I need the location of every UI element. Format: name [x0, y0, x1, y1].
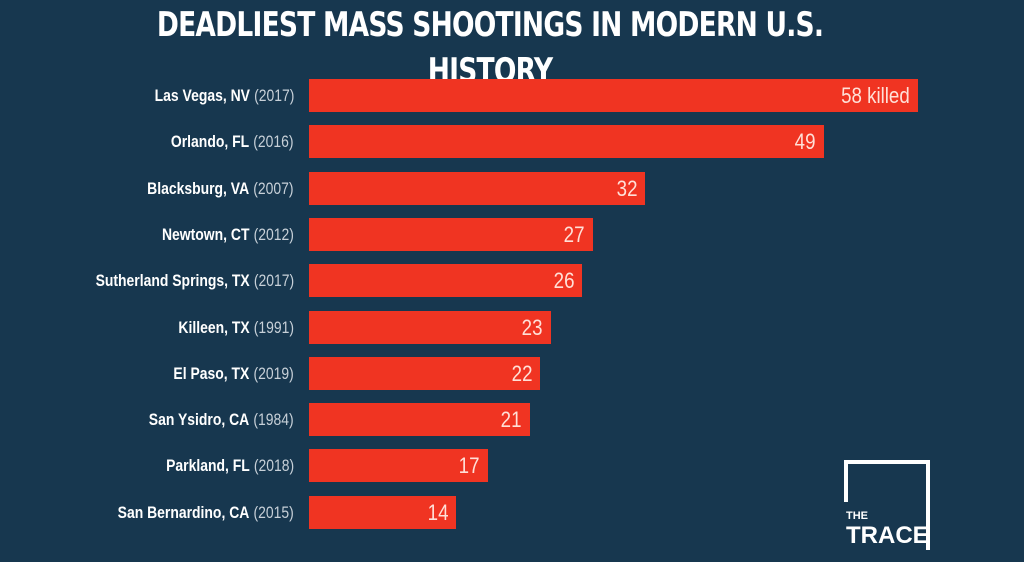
bar-row: Orlando, FL (2016) 49: [0, 125, 1024, 159]
bar-row: San Bernardino, CA (2015) 14: [0, 495, 1024, 529]
bar: [309, 310, 551, 344]
place-name: San Bernardino, CA: [117, 502, 250, 522]
value-label: 26: [553, 268, 574, 294]
bar: [309, 217, 593, 251]
bar-row: Parkland, FL (2018) 17: [0, 449, 1024, 483]
bar-row: Newtown, CT (2012) 27: [0, 217, 1024, 251]
year: (2007): [253, 178, 294, 198]
value-label: 23: [521, 314, 543, 340]
value-label: 22: [511, 360, 532, 386]
place-name: Orlando, FL: [171, 132, 250, 152]
bar-row: Killeen, TX (1991) 23: [0, 310, 1024, 344]
bar-row: Las Vegas, NV (2017) 58 killed: [0, 79, 1024, 112]
category-label: Parkland, FL (2018): [166, 449, 294, 482]
category-label: Orlando, FL (2016): [171, 125, 294, 158]
category-label: San Ysidro, CA (1984): [149, 403, 294, 436]
year: (2016): [253, 132, 294, 152]
bar-row: Blacksburg, VA (2007) 32: [0, 171, 1024, 205]
bar: [309, 171, 645, 205]
year: (2017): [253, 86, 294, 105]
category-label: Sutherland Springs, TX (2017): [95, 264, 294, 297]
value-label: 27: [563, 221, 585, 247]
place-name: San Ysidro, CA: [149, 410, 250, 430]
year: (2019): [253, 363, 294, 383]
bar-row: El Paso, TX (2019) 22: [0, 356, 1024, 390]
value-label: 58 killed: [841, 83, 910, 108]
category-label: Las Vegas, NV (2017): [154, 79, 294, 112]
category-label: Blacksburg, VA (2007): [148, 172, 294, 205]
bar-row: San Ysidro, CA (1984) 21: [0, 403, 1024, 437]
value-label: 49: [794, 129, 816, 155]
category-label: El Paso, TX (2019): [174, 357, 294, 390]
bar: [309, 264, 582, 298]
place-name: El Paso, TX: [173, 363, 250, 383]
value-label: 17: [458, 453, 480, 479]
year: (1984): [253, 410, 294, 430]
place-name: Parkland, FL: [165, 456, 250, 476]
year: (2018): [253, 456, 294, 476]
bar: [309, 449, 488, 483]
bar: [309, 495, 456, 529]
value-label: 32: [616, 175, 637, 201]
bar: [309, 403, 530, 437]
value-label: 21: [500, 407, 522, 433]
bar: [309, 79, 918, 112]
place-name: Newtown, CT: [162, 224, 250, 244]
place-name: Sutherland Springs, TX: [95, 271, 250, 291]
year: (1991): [253, 317, 294, 337]
category-label: Newtown, CT (2012): [162, 218, 294, 251]
category-label: San Bernardino, CA (2015): [118, 496, 294, 529]
logo-text-the: THE: [846, 510, 868, 522]
place-name: Las Vegas, NV: [154, 86, 250, 105]
year: (2017): [253, 271, 294, 291]
year: (2015): [253, 502, 294, 522]
value-label: 14: [427, 499, 448, 525]
category-label: Killeen, TX (1991): [178, 311, 294, 344]
bar: [309, 356, 540, 390]
year: (2012): [253, 224, 294, 244]
chart-title: DEADLIEST MASS SHOOTINGS IN MODERN U.S. …: [156, 5, 824, 91]
place-name: Killeen, TX: [178, 317, 250, 337]
place-name: Blacksburg, VA: [147, 178, 250, 198]
logo-text-trace: TRACE: [846, 522, 929, 549]
bar: [309, 125, 824, 159]
bar-row: Sutherland Springs, TX (2017) 26: [0, 264, 1024, 298]
